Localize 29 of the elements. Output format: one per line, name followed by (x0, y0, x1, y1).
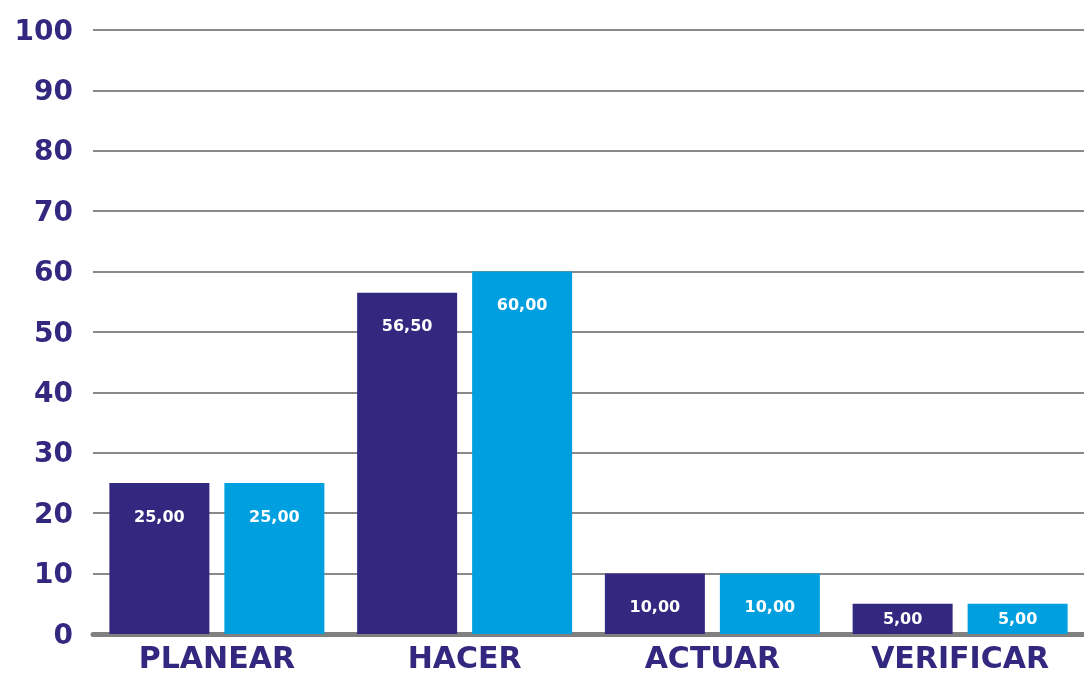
bar (109, 483, 210, 634)
data-label: 25,00 (249, 506, 300, 526)
y-tick-label: 40 (34, 375, 73, 409)
data-label: 25,00 (134, 506, 185, 526)
y-tick-label: 0 (53, 617, 73, 651)
bar (357, 292, 458, 634)
x-tick-label: VERIFICAR (871, 639, 1050, 675)
data-label: 60,00 (496, 295, 548, 315)
data-label: 10,00 (744, 597, 796, 617)
x-tick-label: PLANEAR (138, 639, 295, 675)
x-tick-label: ACTUAR (644, 639, 781, 675)
y-tick-label: 100 (14, 13, 73, 47)
y-tick-label: 70 (34, 194, 73, 228)
y-tick-label: 60 (34, 255, 73, 289)
y-tick-label: 80 (34, 134, 73, 168)
data-label: 10,00 (629, 597, 681, 617)
bar (604, 573, 705, 634)
y-tick-label: 10 (34, 557, 73, 591)
bar (719, 573, 820, 634)
data-label: 56,50 (381, 316, 433, 336)
y-tick-label: 50 (34, 315, 73, 349)
y-tick-label: 30 (34, 436, 73, 470)
y-tick-label: 90 (34, 73, 73, 107)
data-label: 5,00 (882, 609, 923, 629)
bar (224, 483, 325, 634)
y-tick-label: 20 (34, 496, 73, 530)
data-label: 5,00 (997, 609, 1038, 629)
bar (472, 271, 573, 634)
x-tick-label: HACER (407, 639, 522, 675)
